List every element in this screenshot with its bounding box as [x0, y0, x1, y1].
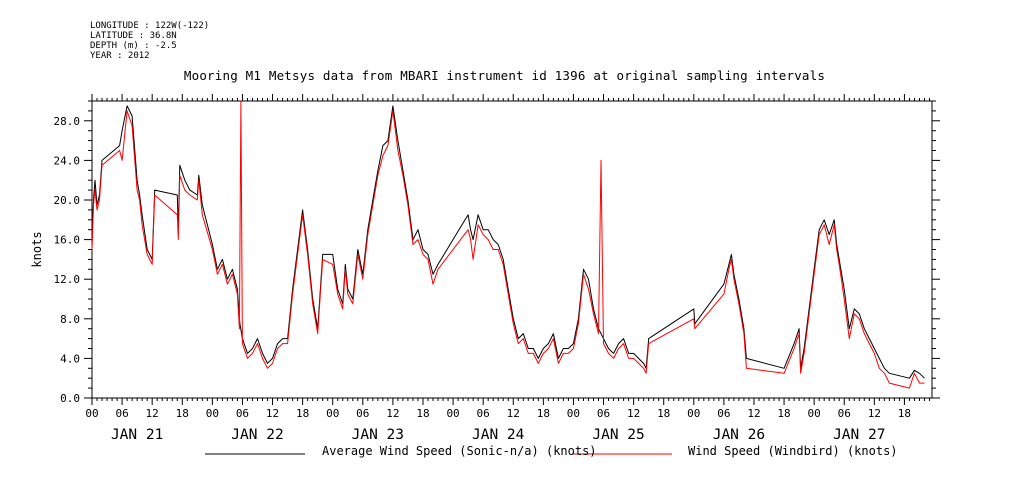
longitude-text: LONGITUDE : 122W(-122) — [90, 21, 210, 31]
x-tick-label: 06 — [356, 407, 369, 420]
latitude-text: LATITUDE : 36.8N — [90, 31, 177, 41]
x-tick-label: 00 — [567, 407, 580, 420]
legend-label-avg: Average Wind Speed (Sonic-n/a) (knots) — [322, 444, 597, 458]
series-line-average-wind — [91, 105, 925, 379]
depth-text: DEPTH (m) : -2.5 — [90, 41, 177, 51]
x-tick-label: 00 — [808, 407, 821, 420]
year-text: YEAR : 2012 — [90, 51, 150, 61]
y-tick-label: 12.0 — [54, 273, 81, 286]
x-tick-label: 06 — [115, 407, 128, 420]
x-tick-label: 06 — [838, 407, 851, 420]
x-tick-label: 12 — [868, 407, 881, 420]
y-tick-label: 24.0 — [54, 154, 81, 167]
metadata-block: LONGITUDE : 122W(-122) LATITUDE : 36.8N … — [90, 21, 209, 61]
legend-label-windbird: Wind Speed (Windbird) (knots) — [688, 444, 898, 458]
x-tick-label: 18 — [296, 407, 309, 420]
y-tick-label: 4.0 — [60, 352, 80, 365]
y-tick-label: 8.0 — [60, 313, 80, 326]
x-tick-label: 12 — [266, 407, 279, 420]
y-tick-label: 0.0 — [60, 392, 80, 405]
x-tick-label: 00 — [206, 407, 219, 420]
x-tick-label: 12 — [747, 407, 760, 420]
day-label: JAN 25 — [592, 427, 644, 443]
x-tick-label: 18 — [657, 407, 670, 420]
x-tick-label: 06 — [717, 407, 730, 420]
x-tick-label: 06 — [477, 407, 490, 420]
series-line-windbird — [91, 100, 925, 389]
chart-title: Mooring M1 Metsys data from MBARI instru… — [183, 68, 826, 83]
day-label: JAN 23 — [352, 427, 404, 443]
x-tick-label: 12 — [386, 407, 399, 420]
y-tick-label: 20.0 — [54, 194, 81, 207]
y-tick-label: 16.0 — [54, 234, 81, 247]
x-tick-label: 18 — [777, 407, 790, 420]
x-tick-label: 00 — [326, 407, 339, 420]
plot-frame — [91, 100, 933, 399]
x-tick-label: 06 — [597, 407, 610, 420]
day-label: JAN 22 — [231, 427, 283, 443]
x-tick-label: 18 — [898, 407, 911, 420]
x-tick-label: 12 — [627, 407, 640, 420]
x-tick-label: 18 — [416, 407, 429, 420]
x-tick-label: 18 — [537, 407, 550, 420]
x-tick-label: 00 — [85, 407, 98, 420]
y-tick-label: 28.0 — [54, 115, 81, 128]
x-tick-label: 12 — [146, 407, 159, 420]
x-tick-label: 00 — [687, 407, 700, 420]
day-label: JAN 27 — [833, 427, 885, 443]
x-tick-label: 12 — [507, 407, 520, 420]
y-axis-label: knots — [30, 231, 44, 267]
x-tick-label: 18 — [176, 407, 189, 420]
x-tick-label: 00 — [446, 407, 459, 420]
x-tick-label: 06 — [236, 407, 249, 420]
day-label: JAN 21 — [111, 427, 163, 443]
day-label: JAN 24 — [472, 427, 525, 443]
day-label: JAN 26 — [713, 427, 765, 443]
